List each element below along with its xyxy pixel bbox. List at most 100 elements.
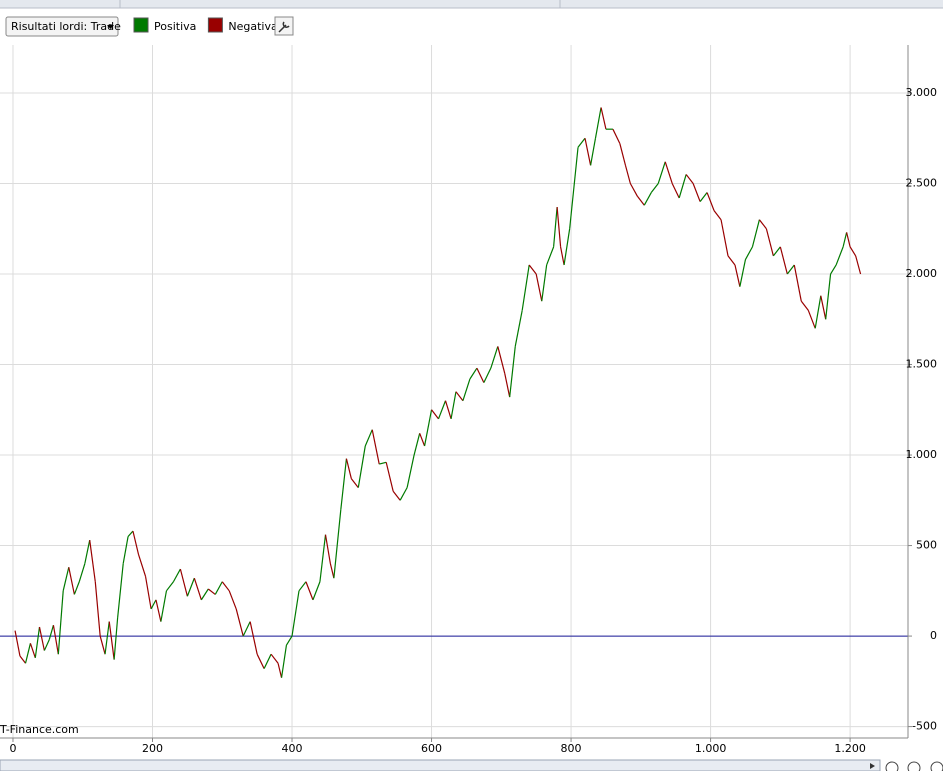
equity-segment bbox=[413, 433, 421, 456]
equity-segment bbox=[612, 128, 621, 144]
equity-segment bbox=[385, 462, 394, 492]
equity-segment bbox=[793, 264, 802, 302]
equity-segment bbox=[643, 192, 652, 206]
equity-segment bbox=[127, 530, 134, 537]
equity-segment bbox=[462, 378, 471, 401]
equity-segment bbox=[319, 534, 327, 582]
equity-segment bbox=[455, 391, 464, 402]
legend: Positiva Negativa bbox=[133, 17, 278, 33]
equity-segment bbox=[144, 576, 152, 610]
dropdown-box[interactable] bbox=[5, 16, 119, 37]
equity-segment bbox=[800, 300, 809, 311]
dropdown-arrow[interactable] bbox=[107, 25, 114, 29]
equity-segment bbox=[509, 346, 516, 398]
equity-segment bbox=[406, 454, 415, 488]
scroll-arrow[interactable] bbox=[870, 763, 875, 769]
equity-segment bbox=[84, 540, 91, 564]
equity-segment bbox=[62, 567, 70, 591]
equity-segment bbox=[165, 581, 174, 592]
equity-segment bbox=[678, 174, 687, 199]
equity-segment bbox=[765, 228, 774, 257]
equity-segment bbox=[569, 147, 579, 229]
equity-segment bbox=[431, 409, 439, 420]
tab-strip bbox=[0, 0, 943, 8]
equity-segment bbox=[122, 536, 129, 564]
equity-segment bbox=[671, 183, 680, 199]
equity-segment bbox=[24, 643, 31, 664]
equity-segment bbox=[263, 653, 272, 669]
equity-segment bbox=[830, 264, 837, 275]
equity-segment bbox=[594, 107, 602, 139]
equity-segment bbox=[835, 246, 844, 266]
equity-segment bbox=[706, 192, 715, 211]
legend-swatch bbox=[133, 17, 149, 33]
equity-segment bbox=[399, 487, 408, 501]
zoom-out-button[interactable] bbox=[907, 761, 921, 771]
equity-segment bbox=[312, 581, 321, 601]
equity-segment bbox=[78, 563, 86, 582]
equity-segment bbox=[291, 590, 300, 637]
dropdown-label[interactable]: Risultati lordi: Trade bbox=[11, 20, 121, 33]
equity-segment bbox=[560, 246, 565, 266]
equity-segment bbox=[563, 228, 571, 266]
x-tick-label: 600 bbox=[421, 742, 442, 755]
equity-segment bbox=[734, 264, 741, 287]
equity-segment bbox=[758, 219, 767, 230]
equity-segment bbox=[497, 346, 506, 374]
equity-segment bbox=[48, 625, 55, 640]
watermark: T-Finance.com bbox=[0, 723, 79, 736]
zoom-button[interactable] bbox=[885, 761, 899, 771]
equity-segment bbox=[772, 246, 781, 257]
equity-segment bbox=[207, 588, 216, 595]
settings-button[interactable] bbox=[274, 16, 294, 36]
equity-segment bbox=[786, 264, 795, 275]
equity-segment bbox=[137, 554, 147, 577]
equity-segment bbox=[779, 246, 788, 275]
equity-segment bbox=[619, 143, 627, 166]
equity-segment bbox=[727, 255, 736, 266]
equity-segment bbox=[504, 373, 511, 398]
equity-segment bbox=[556, 206, 562, 247]
equity-segment bbox=[483, 367, 492, 383]
equity-segment bbox=[270, 653, 279, 664]
x-tick-label: 200 bbox=[142, 742, 163, 755]
equity-segment bbox=[104, 621, 110, 655]
equity-segment bbox=[419, 433, 426, 447]
y-tick-label: 1.500 bbox=[906, 358, 938, 371]
equity-segment bbox=[73, 581, 80, 595]
equity-segment bbox=[371, 429, 380, 465]
equity-segment bbox=[553, 206, 558, 247]
equity-segment bbox=[521, 264, 530, 311]
scrollbar[interactable] bbox=[0, 759, 881, 771]
equity-segment bbox=[235, 608, 244, 637]
equity-segment bbox=[692, 183, 701, 202]
equity-segment bbox=[357, 445, 366, 488]
equity-segment bbox=[699, 192, 708, 202]
equity-segment bbox=[43, 639, 50, 651]
equity-segment bbox=[685, 174, 694, 184]
equity-segment bbox=[713, 210, 722, 221]
equity-segment bbox=[345, 458, 352, 479]
equity-segment bbox=[200, 588, 209, 601]
equity-segment bbox=[333, 509, 342, 579]
equity-segment bbox=[364, 429, 373, 447]
equity-segment bbox=[650, 183, 659, 193]
equity-segment bbox=[423, 409, 433, 447]
equity-segment bbox=[814, 295, 822, 329]
equity-segment bbox=[249, 621, 258, 655]
equity-segment bbox=[825, 273, 832, 320]
equity-segment bbox=[820, 295, 827, 320]
equity-segment bbox=[29, 643, 36, 658]
equity-segment bbox=[541, 264, 548, 302]
equity-segment bbox=[624, 165, 631, 184]
equity-segment bbox=[340, 458, 348, 510]
wrench-icon[interactable] bbox=[278, 21, 290, 33]
equity-segment bbox=[849, 246, 857, 257]
equity-segment bbox=[744, 246, 753, 260]
equity-segment bbox=[34, 626, 41, 658]
equity-segment bbox=[720, 219, 729, 257]
x-tick-label: 800 bbox=[561, 742, 582, 755]
dropdown[interactable]: Risultati lordi: Trade bbox=[5, 16, 121, 37]
zoom-in-button[interactable] bbox=[930, 761, 943, 771]
